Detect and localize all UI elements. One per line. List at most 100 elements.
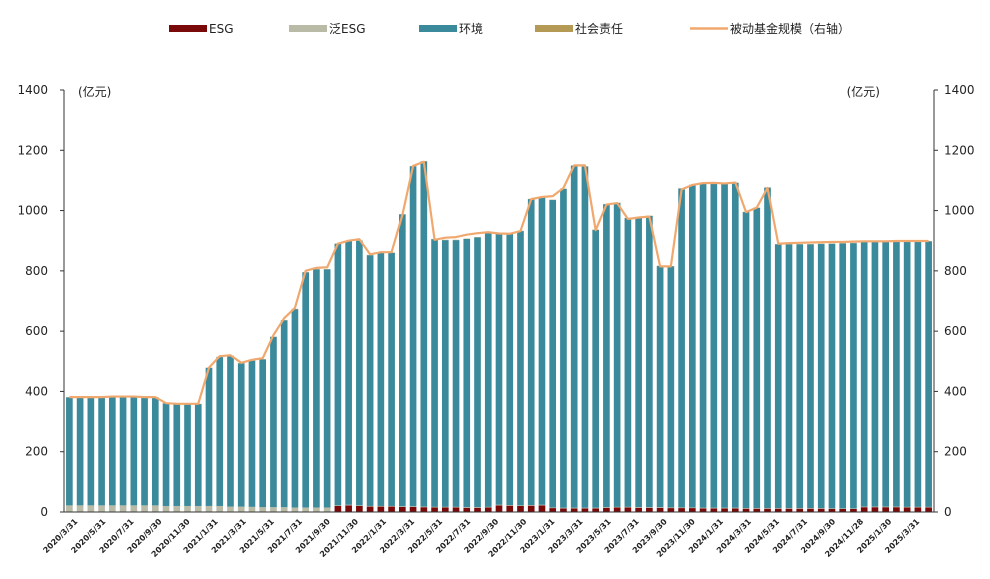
bar-segment [860,507,868,512]
bar-segment [731,508,739,512]
bar-segment [721,508,728,512]
bar-segment [356,505,363,512]
bar-segment [753,508,761,509]
legend-swatch [535,25,573,32]
bar-segment [259,507,267,512]
bar-segment [699,507,707,509]
bar-segment [893,506,900,508]
bar-segment [710,507,718,509]
bar-segment [280,507,288,512]
bar-segment [828,508,836,509]
bar-segment [549,507,557,509]
bar-segment [635,217,642,508]
bar-segment [742,508,750,509]
bar-segment [860,241,868,507]
left-axis-unit: (亿元) [78,84,111,99]
bar-segment [817,508,825,509]
bar-segment [409,506,417,507]
bar-segment [538,505,546,512]
bar-segment [839,508,847,509]
bar-segment [828,243,836,509]
bar-segment [270,507,277,512]
bar-segment [646,507,653,512]
bar-segment [184,505,191,512]
bar-segment [474,507,481,508]
bar-segment [914,241,922,507]
bar-segment [452,506,460,508]
bar-segment [721,183,728,508]
bar-segment [463,507,471,512]
bar-segment [441,240,449,507]
bar-segment [527,505,535,506]
bar-segment [753,207,761,509]
bar-segment [560,507,567,509]
bar-segment [742,508,750,512]
bar-segment [366,505,374,507]
bar-segment [785,508,793,509]
bar-segment [87,397,95,506]
legend-label: 泛ESG [329,22,366,36]
bar-segment [796,508,804,509]
bar-segment [613,507,621,512]
bar-segment [431,506,438,508]
bar-segment [527,505,535,512]
bar-segment [323,507,331,512]
bar-segment [420,506,428,508]
bar-segment [774,508,782,509]
bar-segment [345,241,352,505]
bar-segment [302,507,309,512]
bar-segment [216,505,224,512]
legend-swatch [289,25,327,32]
bar-segment [581,508,589,512]
bar-segment [871,507,879,512]
bar-segment [527,199,535,506]
bar-segment [785,244,793,509]
bar-segment [441,506,449,508]
bar-segment [66,397,73,506]
bar-segment [431,239,438,507]
bar-segment [774,508,782,512]
bar-segment [882,507,889,512]
bar-segment [903,506,911,508]
bar-segment [903,507,911,512]
bar-segment [570,508,578,512]
bar-segment [484,507,492,512]
bar-segment [828,508,836,512]
bar-segment [613,203,621,507]
bar-segment [796,244,804,509]
bar-segment [463,238,471,508]
bar-segment [87,505,95,512]
bar-segment [839,243,847,509]
bar-segment [506,233,514,506]
bar-segment [689,184,696,508]
bar-segment [882,506,889,508]
legend-swatch [169,25,207,32]
bar-segment [237,363,245,507]
bar-segment [173,505,181,512]
bar-segment [399,506,406,512]
bar-segment [796,508,804,512]
bar-segment [656,507,664,508]
bar-segment [603,507,610,508]
right-tick-label: 800 [944,264,967,278]
left-tick-label: 200 [25,445,48,459]
bar-segment [667,508,675,512]
bar-segment [66,505,73,512]
bar-segment [194,404,202,506]
bar-segment [388,506,395,512]
bar-segment [227,506,234,512]
bars [66,161,932,512]
bar-segment [356,240,363,506]
bar-segment [291,507,299,512]
bar-segment [914,506,922,508]
legend-label: 被动基金规模（右轴） [730,21,850,36]
right-tick-label: 400 [944,384,967,398]
bar-segment [76,397,84,506]
bar-segment [474,237,481,508]
bar-segment [377,506,385,512]
bar-segment [592,229,599,508]
bar-segment [141,397,148,506]
bar-segment [409,506,417,512]
right-tick-label: 0 [944,505,952,519]
bar-segment [839,508,847,512]
